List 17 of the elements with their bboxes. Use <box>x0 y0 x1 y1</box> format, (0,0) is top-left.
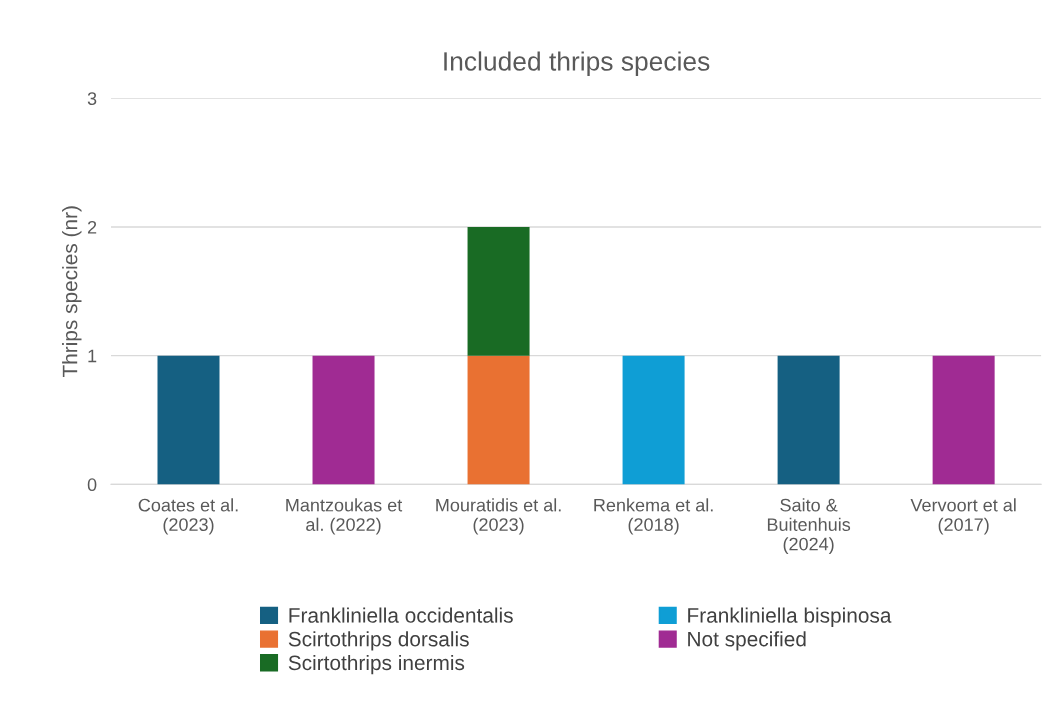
chart-title: Included thrips species <box>444 51 710 76</box>
y-axis-title: Thrips species (nr) <box>62 206 82 378</box>
y-tick-label: 0 <box>87 478 97 492</box>
legend-label: Frankliniella bispinosa <box>688 607 892 627</box>
y-tick-label: 2 <box>87 220 97 234</box>
y-tick-label: 1 <box>88 349 97 363</box>
legend-label: Scirtothrips dorsalis <box>288 631 469 651</box>
legend-label: Scirtothrips inermis <box>288 654 465 675</box>
x-tick-label: Saito & Buitenhuis (2024) <box>767 498 851 554</box>
x-tick-label: Vervoort et al (2017) <box>910 498 1016 535</box>
x-tick-label: Mantzoukas et al. (2022) <box>286 498 403 535</box>
y-tick-label: 3 <box>87 92 97 105</box>
x-tick-label: Mouratidis et al. (2023) <box>436 498 561 535</box>
legend-label: Frankliniella occidentalis <box>289 607 513 623</box>
x-tick-label: Renkema et al. (2018) <box>594 498 713 535</box>
legend-label: Not specified <box>688 631 806 651</box>
x-tick-label: Coates et al. (2023) <box>138 498 238 535</box>
